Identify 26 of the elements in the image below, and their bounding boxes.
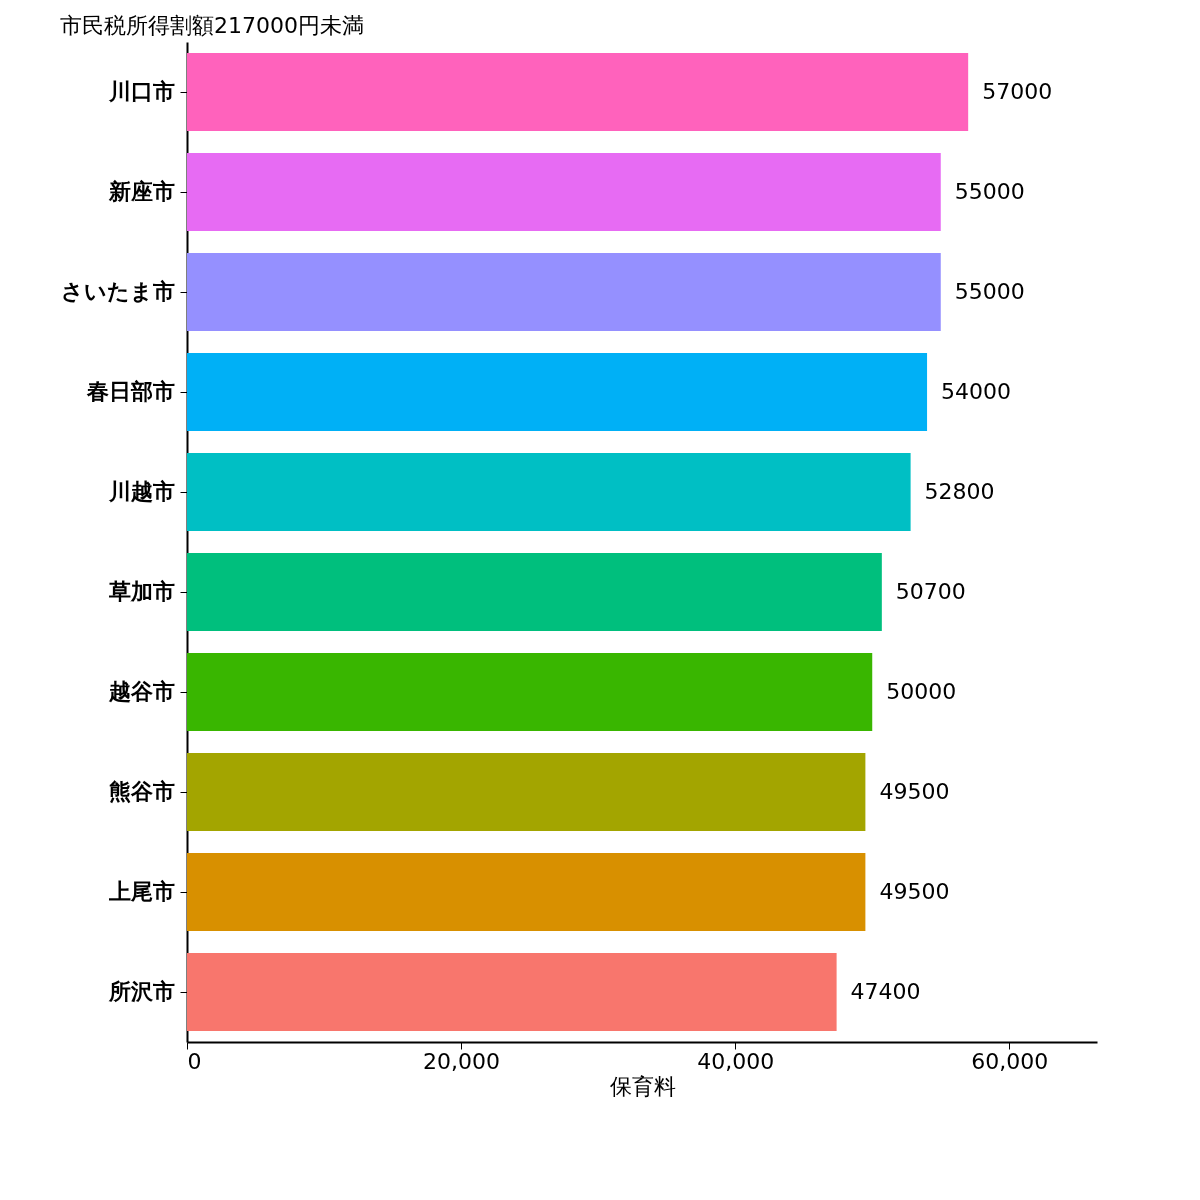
y-tick-label: 川越市 (107, 479, 175, 504)
y-tick-label: 春日部市 (85, 379, 175, 404)
x-tick-label: 40,000 (697, 1048, 775, 1074)
y-tick-label: 上尾市 (107, 879, 175, 904)
data-label: 55000 (954, 279, 1025, 304)
data-label: 47400 (850, 979, 921, 1004)
chart-title: 市民税所得割額217000円未満 (60, 13, 364, 38)
data-label: 50000 (886, 679, 957, 704)
y-tick-label: 所沢市 (107, 979, 175, 1004)
x-tick-label: 0 (187, 1048, 202, 1074)
x-axis-title: 保育料 (609, 1073, 676, 1099)
y-tick-label: 川口市 (107, 79, 175, 104)
y-tick-label: 草加市 (107, 579, 175, 604)
y-tick-label: さいたま市 (60, 279, 175, 304)
y-tick-label: 熊谷市 (108, 779, 175, 804)
data-label: 50700 (895, 579, 966, 604)
data-label: 49500 (879, 879, 950, 904)
y-tick-label: 越谷市 (107, 679, 175, 704)
x-tick-label: 60,000 (971, 1048, 1049, 1074)
data-label: 52800 (924, 479, 995, 504)
data-label: 55000 (954, 179, 1025, 204)
data-label: 54000 (941, 379, 1012, 404)
data-label: 49500 (879, 779, 950, 804)
x-tick-label: 20,000 (423, 1048, 501, 1074)
data-label: 57000 (982, 79, 1053, 104)
y-tick-label: 新座市 (107, 179, 175, 204)
